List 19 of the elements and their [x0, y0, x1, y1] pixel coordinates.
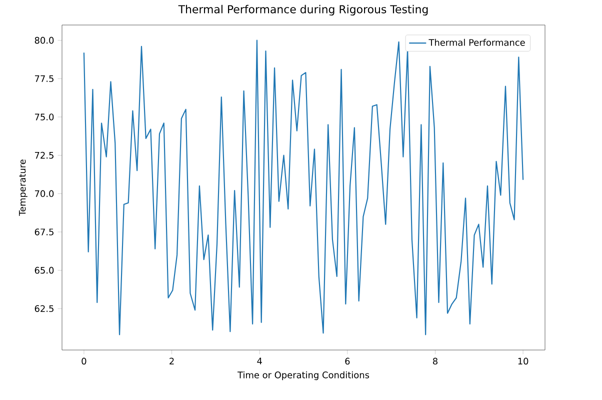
y-axis-title: Temperature: [19, 160, 28, 216]
y-tick-label: 67.5: [34, 228, 54, 236]
x-axis-title: Time or Operating Conditions: [237, 371, 370, 380]
legend-label: Thermal Performance: [428, 38, 525, 46]
x-tick-label: 6: [345, 358, 350, 365]
chart-title: Thermal Performance during Rigorous Testing: [178, 4, 428, 16]
x-tick-label: 4: [257, 358, 262, 364]
x-tick-label: 8: [432, 358, 438, 365]
y-tick-label: 75.0: [35, 114, 54, 120]
x-tick-label: 2: [170, 358, 174, 364]
x-tick-label: 0: [82, 358, 86, 365]
y-tick-label: 77.5: [35, 75, 54, 82]
y-tick-label: 80.0: [34, 36, 54, 44]
y-tick-label: 70.0: [35, 190, 54, 198]
line-series: [83, 40, 524, 336]
y-tick-label: 72.5: [35, 152, 54, 159]
y-tick-label: 62.5: [34, 305, 54, 312]
y-tick-label: 65.0: [34, 266, 54, 274]
x-tick-label: 10: [518, 358, 528, 365]
